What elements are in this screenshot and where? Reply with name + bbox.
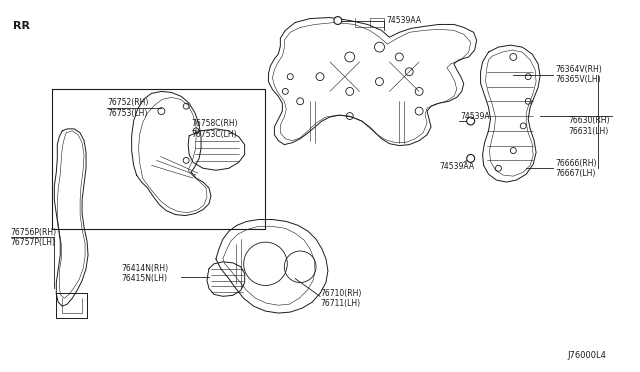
Text: 76752(RH)
76753(LH): 76752(RH) 76753(LH) bbox=[107, 99, 148, 118]
Text: 76758C(RH)
76753C(LH): 76758C(RH) 76753C(LH) bbox=[191, 119, 237, 138]
Text: 76666(RH)
76667(LH): 76666(RH) 76667(LH) bbox=[555, 158, 596, 178]
Text: 76756P(RH)
76757P(LH): 76756P(RH) 76757P(LH) bbox=[11, 228, 57, 247]
Text: J76000L4: J76000L4 bbox=[568, 351, 607, 360]
Text: 74539AA: 74539AA bbox=[387, 16, 422, 25]
Text: 76710(RH)
76711(LH): 76710(RH) 76711(LH) bbox=[320, 289, 362, 308]
Circle shape bbox=[467, 154, 475, 162]
Text: 74539AA: 74539AA bbox=[439, 162, 474, 171]
Text: 76630(RH)
76631(LH): 76630(RH) 76631(LH) bbox=[568, 116, 609, 136]
Text: 76414N(RH)
76415N(LH): 76414N(RH) 76415N(LH) bbox=[122, 264, 169, 283]
Text: RR: RR bbox=[13, 20, 29, 31]
Text: 74539A: 74539A bbox=[461, 112, 490, 121]
Circle shape bbox=[334, 17, 342, 25]
Circle shape bbox=[467, 117, 475, 125]
Text: 76364V(RH)
76365V(LH): 76364V(RH) 76365V(LH) bbox=[555, 65, 602, 84]
